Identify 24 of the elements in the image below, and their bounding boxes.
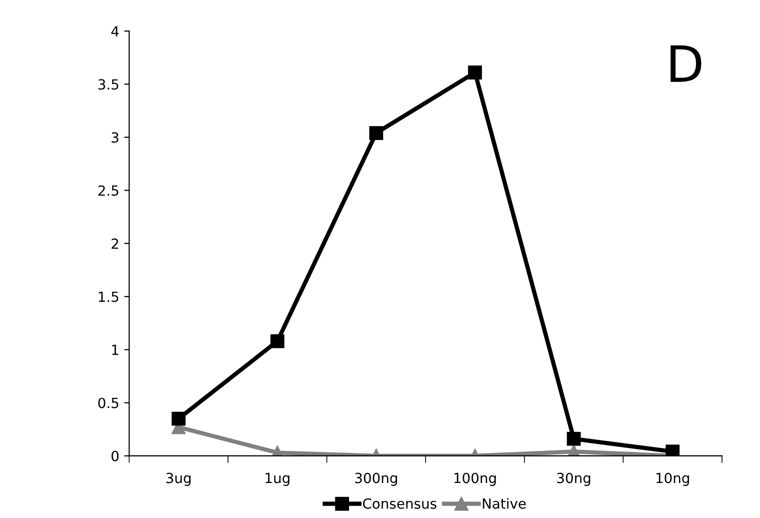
x-tick-label: 300ng [355, 472, 397, 486]
point [468, 66, 482, 80]
x-tick-label: 3ug [166, 472, 191, 486]
point [666, 444, 680, 456]
point [172, 412, 186, 426]
y-tick-label: 3.5 [98, 79, 118, 90]
x-tick-label: 1ug [266, 472, 290, 486]
x-tick-label: 100ng [454, 472, 496, 486]
annotation: D [670, 45, 702, 82]
y-tick-label: 1 [112, 344, 118, 355]
y-tick-label: 2 [112, 238, 118, 249]
point [270, 334, 284, 348]
point [369, 126, 384, 140]
y-tick-label: 1.5 [98, 292, 118, 302]
y-tick-label: 3 [112, 132, 118, 143]
x-tick-label: 10ng [656, 472, 689, 486]
y-tick-label: 2.5 [98, 185, 118, 196]
y-tick-label: 4 [111, 26, 119, 36]
y-tick-label: 0.5 [98, 398, 118, 408]
legend-label: Consensus [362, 498, 436, 509]
y-tick-label: 0 [112, 450, 119, 462]
x-tick-label: 30ng [557, 472, 590, 486]
point [566, 432, 581, 446]
legend-label: Native [482, 498, 526, 509]
